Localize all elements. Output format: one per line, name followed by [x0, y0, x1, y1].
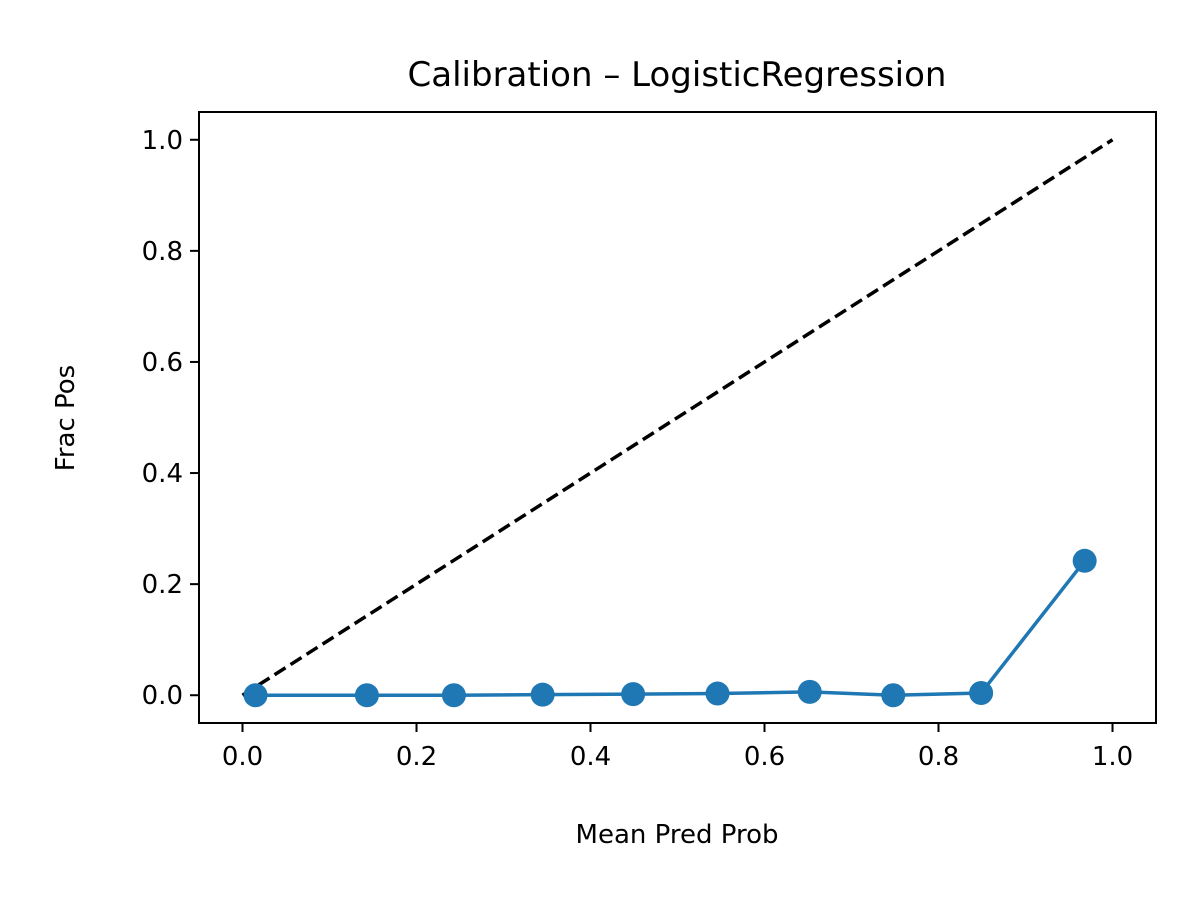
- x-axis-label: Mean Pred Prob: [576, 820, 779, 850]
- chart-title: Calibration – LogisticRegression: [408, 55, 947, 95]
- x-axis: 0.0 0.2 0.4 0.6 0.8 1.0: [222, 723, 1133, 772]
- plot-frame: [198, 111, 1157, 724]
- data-point: [705, 681, 730, 706]
- x-tick-label: 0.4: [570, 742, 611, 772]
- data-point: [621, 682, 646, 707]
- x-tick-label: 0.8: [918, 742, 959, 772]
- perfect-calibration-line: [241, 138, 1114, 697]
- y-axis: 0.0 0.2 0.4 0.6 0.8 1.0: [142, 126, 199, 711]
- data-point: [243, 683, 268, 708]
- y-tick-label: 0.6: [142, 348, 183, 378]
- data-point: [354, 683, 379, 708]
- y-tick-label: 1.0: [142, 126, 183, 156]
- x-tick-label: 0.6: [744, 742, 785, 772]
- data-point: [441, 683, 466, 708]
- y-tick-label: 0.8: [142, 237, 183, 267]
- y-tick-label: 0.4: [142, 459, 183, 489]
- x-tick-label: 0.0: [222, 742, 263, 772]
- x-tick-label: 1.0: [1092, 742, 1133, 772]
- plot-area: [241, 138, 1114, 708]
- data-point: [797, 679, 822, 704]
- series-line: [255, 559, 1087, 697]
- y-tick-label: 0.0: [142, 681, 183, 711]
- data-point: [881, 683, 906, 708]
- y-axis-label: Frac Pos: [51, 365, 81, 471]
- data-point: [530, 682, 555, 707]
- data-point: [969, 681, 994, 706]
- data-point: [1072, 548, 1097, 573]
- y-tick-label: 0.2: [142, 570, 183, 600]
- x-tick-label: 0.2: [396, 742, 437, 772]
